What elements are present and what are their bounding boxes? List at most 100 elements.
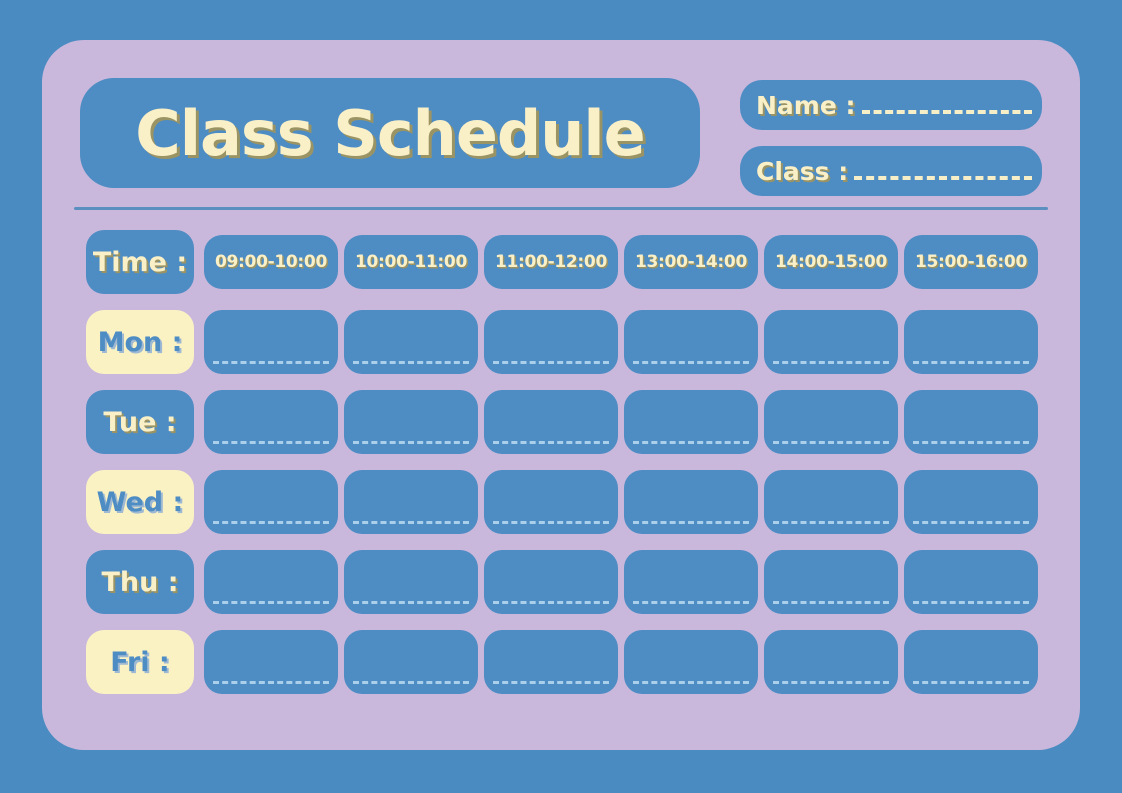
- name-field-label: Name :: [756, 90, 856, 120]
- time-slot-header: 10:00-11:00: [344, 235, 478, 289]
- schedule-entry-cell[interactable]: [204, 550, 338, 614]
- schedule-entry-rule: [633, 681, 749, 684]
- time-slot-label: 10:00-11:00: [355, 252, 467, 272]
- schedule-entry-rule: [913, 521, 1029, 524]
- schedule-entry-rule: [213, 681, 329, 684]
- schedule-entry-cell[interactable]: [764, 630, 898, 694]
- class-field-label: Class :: [756, 156, 849, 186]
- schedule-entry-cell[interactable]: [204, 310, 338, 374]
- schedule-entry-cell[interactable]: [764, 550, 898, 614]
- schedule-entry-rule: [773, 361, 889, 364]
- day-label-text: Wed :: [96, 486, 184, 518]
- schedule-entry-cell[interactable]: [904, 390, 1038, 454]
- header: Class Schedule Name : Class :: [80, 78, 1042, 200]
- schedule-entry-rule: [913, 601, 1029, 604]
- time-slot-label: 11:00-12:00: [495, 252, 607, 272]
- title-plate: Class Schedule: [80, 78, 700, 188]
- day-label-text: Mon :: [97, 326, 183, 358]
- day-label-text: Tue :: [103, 406, 177, 438]
- schedule-entry-cell[interactable]: [764, 310, 898, 374]
- schedule-entry-rule: [773, 441, 889, 444]
- time-slot-header: 09:00-10:00: [204, 235, 338, 289]
- schedule-entry-rule: [493, 681, 609, 684]
- time-header-label-text: Time :: [92, 246, 188, 278]
- schedule-entry-rule: [773, 521, 889, 524]
- class-field[interactable]: Class :: [740, 146, 1042, 196]
- day-label-cell: Mon :: [86, 310, 194, 374]
- time-slot-label: 13:00-14:00: [635, 252, 747, 272]
- name-field[interactable]: Name :: [740, 80, 1042, 130]
- schedule-panel: Class Schedule Name : Class : Time : 09:…: [42, 40, 1080, 750]
- schedule-entry-cell[interactable]: [344, 390, 478, 454]
- schedule-entry-cell[interactable]: [204, 630, 338, 694]
- time-header-row: Time : 09:00-10:00 10:00-11:00 11:00-12:00…: [86, 230, 1038, 310]
- schedule-entry-rule: [633, 601, 749, 604]
- schedule-entry-rule: [913, 681, 1029, 684]
- schedule-entry-rule: [913, 361, 1029, 364]
- schedule-grid: Time : 09:00-10:00 10:00-11:00 11:00-12:00…: [86, 230, 1038, 710]
- schedule-row: Thu :: [86, 550, 1038, 630]
- schedule-entry-cell[interactable]: [624, 470, 758, 534]
- day-label-cell: Fri :: [86, 630, 194, 694]
- schedule-entry-cell[interactable]: [484, 630, 618, 694]
- schedule-entry-cell[interactable]: [624, 550, 758, 614]
- time-slot-label: 09:00-10:00: [215, 252, 327, 272]
- schedule-entry-rule: [213, 441, 329, 444]
- schedule-entry-rule: [353, 521, 469, 524]
- schedule-entry-rule: [633, 361, 749, 364]
- name-field-rule: [861, 97, 1032, 114]
- schedule-entry-rule: [493, 441, 609, 444]
- schedule-entry-rule: [633, 441, 749, 444]
- schedule-row: Mon :: [86, 310, 1038, 390]
- schedule-entry-cell[interactable]: [904, 630, 1038, 694]
- schedule-entry-cell[interactable]: [484, 550, 618, 614]
- schedule-entry-cell[interactable]: [904, 470, 1038, 534]
- schedule-entry-cell[interactable]: [904, 550, 1038, 614]
- schedule-entry-cell[interactable]: [904, 310, 1038, 374]
- schedule-entry-rule: [493, 601, 609, 604]
- schedule-entry-rule: [353, 681, 469, 684]
- schedule-entry-cell[interactable]: [764, 390, 898, 454]
- class-field-rule: [854, 163, 1032, 180]
- schedule-entry-rule: [213, 521, 329, 524]
- time-slot-header: 14:00-15:00: [764, 235, 898, 289]
- time-slot-header: 15:00-16:00: [904, 235, 1038, 289]
- schedule-entry-rule: [773, 681, 889, 684]
- page-title: Class Schedule: [135, 96, 645, 170]
- schedule-row: Fri :: [86, 630, 1038, 710]
- schedule-entry-rule: [353, 361, 469, 364]
- schedule-entry-cell[interactable]: [484, 470, 618, 534]
- schedule-row: Wed :: [86, 470, 1038, 550]
- day-label-cell: Wed :: [86, 470, 194, 534]
- schedule-entry-rule: [633, 521, 749, 524]
- schedule-entry-cell[interactable]: [624, 630, 758, 694]
- schedule-entry-rule: [353, 601, 469, 604]
- header-divider: [74, 207, 1048, 210]
- time-slot-label: 14:00-15:00: [775, 252, 887, 272]
- schedule-entry-cell[interactable]: [204, 390, 338, 454]
- schedule-entry-cell[interactable]: [344, 470, 478, 534]
- schedule-entry-cell[interactable]: [624, 310, 758, 374]
- schedule-row: Tue :: [86, 390, 1038, 470]
- schedule-entry-rule: [353, 441, 469, 444]
- schedule-entry-rule: [213, 601, 329, 604]
- schedule-entry-cell[interactable]: [204, 470, 338, 534]
- schedule-entry-cell[interactable]: [764, 470, 898, 534]
- time-slot-header: 13:00-14:00: [624, 235, 758, 289]
- schedule-entry-cell[interactable]: [484, 310, 618, 374]
- schedule-entry-cell[interactable]: [484, 390, 618, 454]
- time-slot-label: 15:00-16:00: [915, 252, 1027, 272]
- time-slot-header: 11:00-12:00: [484, 235, 618, 289]
- schedule-entry-cell[interactable]: [624, 390, 758, 454]
- day-label-text: Thu :: [101, 566, 179, 598]
- day-label-cell: Thu :: [86, 550, 194, 614]
- schedule-entry-cell[interactable]: [344, 550, 478, 614]
- day-label-text: Fri :: [110, 646, 170, 678]
- schedule-entry-rule: [493, 521, 609, 524]
- day-label-cell: Tue :: [86, 390, 194, 454]
- schedule-entry-cell[interactable]: [344, 310, 478, 374]
- schedule-entry-rule: [213, 361, 329, 364]
- schedule-entry-rule: [773, 601, 889, 604]
- schedule-entry-cell[interactable]: [344, 630, 478, 694]
- time-header-label: Time :: [86, 230, 194, 294]
